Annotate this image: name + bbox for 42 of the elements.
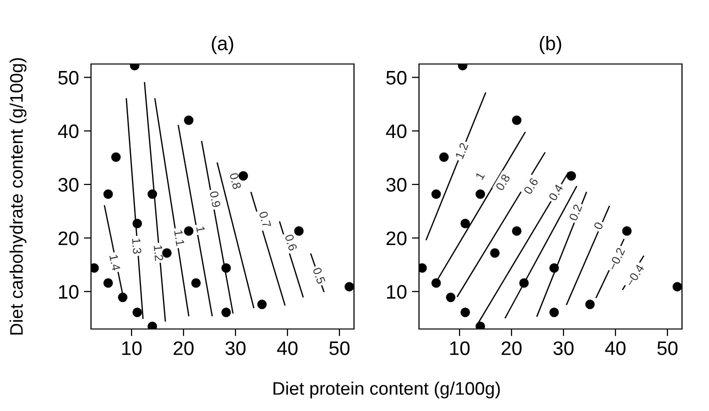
x-tick-label: 30 [553, 341, 574, 356]
annotation: 0.2 [568, 204, 582, 222]
annotation: 0 [593, 222, 604, 230]
x-tick-label: 40 [605, 341, 626, 356]
y-tick-label: 30 [386, 178, 406, 192]
y-tick-label: 50 [386, 70, 406, 85]
y-tick-label: 40 [386, 124, 406, 138]
x-tick-label: 50 [657, 341, 678, 356]
x-tick-label: 10 [122, 341, 142, 356]
chart-title: (b) [540, 36, 562, 54]
x-tick-label: 20 [174, 341, 194, 356]
annotation: 0.6 [284, 234, 298, 252]
x-tick-label: 30 [225, 341, 246, 356]
x-tick-label: 40 [277, 341, 298, 356]
y-tick-label: 20 [58, 231, 78, 246]
annotation: 0.8 [229, 172, 242, 190]
chart-title: (a) [212, 36, 234, 54]
y-tick-label: 50 [58, 70, 78, 85]
annotation: 1.2 [154, 245, 164, 261]
annotation: 1.4 [109, 254, 120, 271]
annotation: 1.3 [132, 238, 142, 254]
annotation: 1.1 [174, 230, 185, 246]
annotation: 0.4 [548, 184, 564, 202]
x-tick-label: 50 [329, 341, 350, 356]
annotation: 0.7 [258, 210, 272, 228]
annotation: 1.2 [455, 142, 468, 160]
annotation: 1 [475, 172, 485, 180]
x-axis-title: Diet protein content (g/100g) [274, 382, 500, 398]
y-tick-label: 40 [58, 124, 78, 138]
y-tick-label: 10 [59, 284, 78, 299]
x-tick-label: 20 [502, 341, 522, 356]
annotation: 0.6 [523, 177, 538, 195]
y-tick-label: 20 [386, 231, 406, 246]
x-tick-label: 10 [450, 341, 470, 356]
y-axis-title: Diet carbohydrate content (g/100g) [10, 58, 26, 335]
y-tick-label: 30 [58, 178, 78, 192]
y-tick-label: 10 [387, 284, 406, 299]
annotation: −0.2 [608, 247, 626, 271]
annotation: 1 [196, 226, 206, 233]
annotation: 0.8 [495, 174, 510, 192]
annotation: 0.5 [312, 266, 326, 284]
annotation: 0.9 [210, 190, 221, 208]
